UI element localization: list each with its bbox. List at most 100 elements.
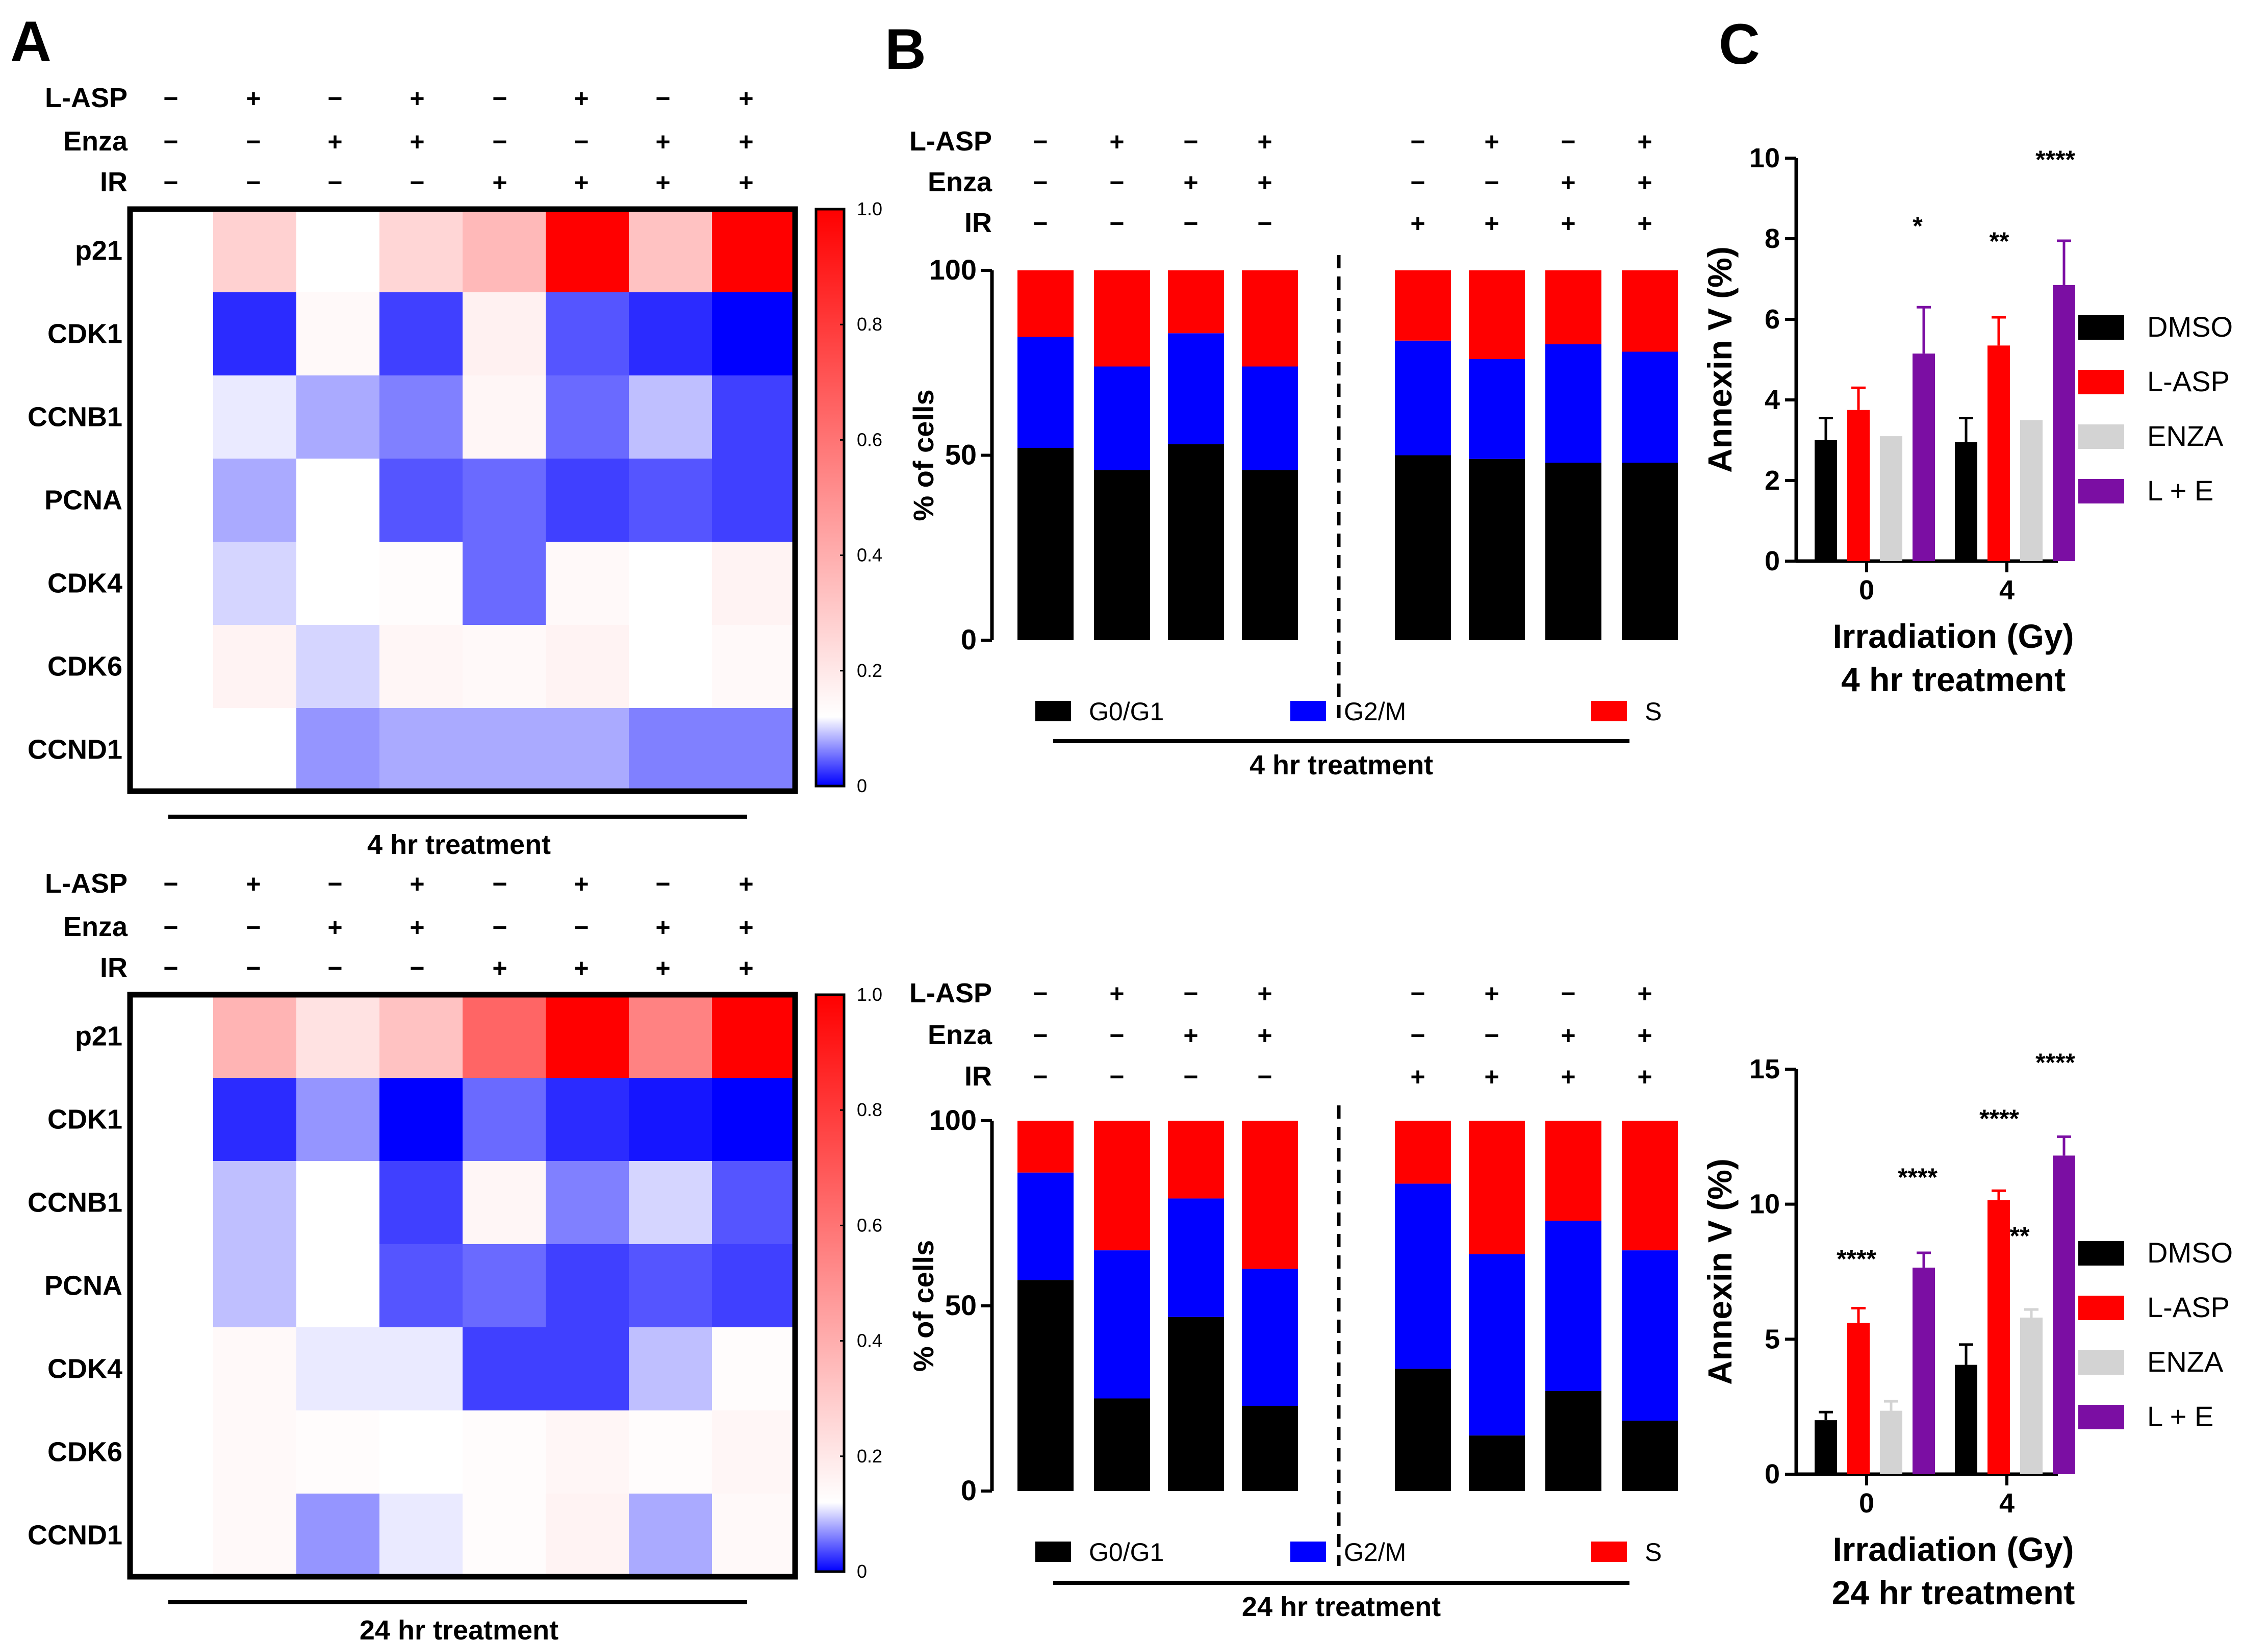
legend-label: L + E <box>2147 1400 2213 1432</box>
legend-swatch <box>1290 701 1326 721</box>
heatmap-cell <box>213 995 297 1078</box>
layer-B2-cond-sign: − <box>1109 1063 1124 1091</box>
cell-cycle-4hr: L-ASP − + − + − + − + Enza − − + + − − + + IR − − − − + + + +0 50 10… <box>907 126 1678 780</box>
heatmap-cell <box>546 1078 629 1162</box>
colorbar-tick-label: 0 <box>857 1561 867 1582</box>
layer-B2-cond-sign: + <box>1561 1021 1575 1050</box>
layer-B2-cond-sign: + <box>1410 1063 1425 1091</box>
layer-B1-cond-sign: − <box>1183 209 1198 238</box>
y-tick-label: 0 <box>961 623 977 655</box>
bar-segment-s <box>1469 1121 1525 1254</box>
layer-A1-cond-sign: − <box>163 84 178 113</box>
significance-marker: **** <box>2035 145 2075 174</box>
layer-B1-cond-sign: − <box>1033 128 1048 156</box>
layer-A1-cond-sign: − <box>327 168 342 197</box>
layer-A2-cond-sign: − <box>246 913 261 942</box>
colorbar-tick-label: 0.2 <box>857 660 882 681</box>
layer-B1-cond-sign: − <box>1033 209 1048 238</box>
heatmap-row-label: CCNB1 <box>28 1188 122 1218</box>
bar-segment-g0g1 <box>1017 448 1074 640</box>
heatmap-row-label: CDK1 <box>47 319 122 349</box>
layer-A2-cond-sign: − <box>163 870 178 898</box>
y-tick-label: 0 <box>961 1474 977 1506</box>
layer-A2-cond-sign: − <box>163 913 178 942</box>
heatmap-cell <box>629 542 712 625</box>
legend-label: L + E <box>2147 474 2213 507</box>
bar-segment-g2m <box>1545 344 1601 463</box>
heatmap-cell <box>629 1078 712 1162</box>
bar-dmso <box>1815 1420 1837 1474</box>
heatmap-cell <box>213 1327 297 1411</box>
bar-segment-s <box>1622 270 1678 352</box>
layer-B1-cond-sign: − <box>1410 168 1425 197</box>
heatmap-cell <box>296 292 380 376</box>
colorbar <box>814 208 846 788</box>
bar-lasp <box>1847 410 1870 561</box>
heatmap-cell <box>546 292 629 376</box>
layer-A1-cond-label-ir: IR <box>100 167 128 197</box>
layer-B1-cond-sign: − <box>1410 128 1425 156</box>
legend-label: S <box>1645 1538 1662 1567</box>
colorbar-tick-label: 0.2 <box>857 1446 882 1467</box>
heatmap-cell <box>712 375 796 459</box>
colorbar-tick-label: 1.0 <box>857 198 882 219</box>
heatmap-cell <box>130 1244 214 1328</box>
layer-B1-cond-sign: − <box>1484 168 1499 197</box>
y-tick-label: 6 <box>1765 304 1780 335</box>
bar-segment-s <box>1545 270 1601 344</box>
layer-A2-cond-label-l-asp: L-ASP <box>45 868 128 899</box>
legend-swatch <box>2078 479 2124 503</box>
heatmap-cell <box>379 209 463 293</box>
layer-A1-cond-sign: + <box>327 128 342 156</box>
layer-A2-cond-sign: + <box>738 913 753 942</box>
chart-title: 24 hr treatment <box>1832 1574 2075 1611</box>
bar-segment-g0g1 <box>1545 1391 1601 1491</box>
layer-A1-cond-sign: − <box>163 168 178 197</box>
bar-segment-g2m <box>1622 1250 1678 1421</box>
y-tick-label: 50 <box>945 1289 977 1321</box>
heatmap-cell <box>296 209 380 293</box>
heatmap-cell <box>130 375 214 459</box>
legend-swatch <box>2078 1405 2124 1429</box>
heatmap-cell <box>296 1494 380 1577</box>
y-tick-label: 5 <box>1765 1324 1780 1354</box>
heatmap-cell <box>379 625 463 709</box>
heatmap-cell <box>130 459 214 542</box>
bar-segment-g0g1 <box>1469 459 1525 640</box>
layer-A1-cond-label-enza: Enza <box>63 126 128 157</box>
heatmap-cell <box>629 708 712 792</box>
heatmap-cell <box>463 1410 546 1494</box>
layer-B2-cond-sign: + <box>1637 979 1652 1008</box>
layer-A1-cond-sign: + <box>738 128 753 156</box>
layer-A2-cond-sign: + <box>327 913 342 942</box>
bar-segment-g0g1 <box>1242 470 1298 640</box>
legend-swatch <box>2078 315 2124 340</box>
layer-B2-cond-sign: − <box>1033 1021 1048 1050</box>
layer-B1-cond-sign: + <box>1637 128 1652 156</box>
layer-A2-cond-sign: + <box>410 870 424 898</box>
bar-le <box>2053 1155 2075 1474</box>
layer-B2-cond-sign: + <box>1484 979 1499 1008</box>
layer-B2-cond-sign: − <box>1561 979 1575 1008</box>
layer-B2-cond-sign: − <box>1033 979 1048 1008</box>
heatmap-cell <box>463 292 546 376</box>
legend-label: L-ASP <box>2147 365 2230 397</box>
layer-B1-cond-sign: + <box>1183 168 1198 197</box>
legend-swatch <box>1591 1542 1627 1562</box>
bar-segment-g2m <box>1469 1254 1525 1436</box>
heatmap-border <box>127 992 798 1580</box>
colorbar-tick-label: 0.4 <box>857 1330 882 1351</box>
treatment-label: 4 hr treatment <box>367 829 551 860</box>
legend-label: G0/G1 <box>1089 1538 1164 1567</box>
y-tick-label: 2 <box>1765 465 1780 496</box>
panel-letter-c: C <box>1719 12 1760 76</box>
layer-B1-cond-sign: + <box>1109 128 1124 156</box>
layer-B2-cond-sign: − <box>1033 1063 1048 1091</box>
bar-enza <box>2020 1317 2043 1474</box>
x-axis-label: Irradiation (Gy) <box>1832 617 2074 655</box>
layer-A2-cond-sign: − <box>492 870 507 898</box>
y-axis-label: % of cells <box>907 389 939 521</box>
heatmap-cell <box>629 292 712 376</box>
layer-A1-cond-sign: + <box>492 168 507 197</box>
